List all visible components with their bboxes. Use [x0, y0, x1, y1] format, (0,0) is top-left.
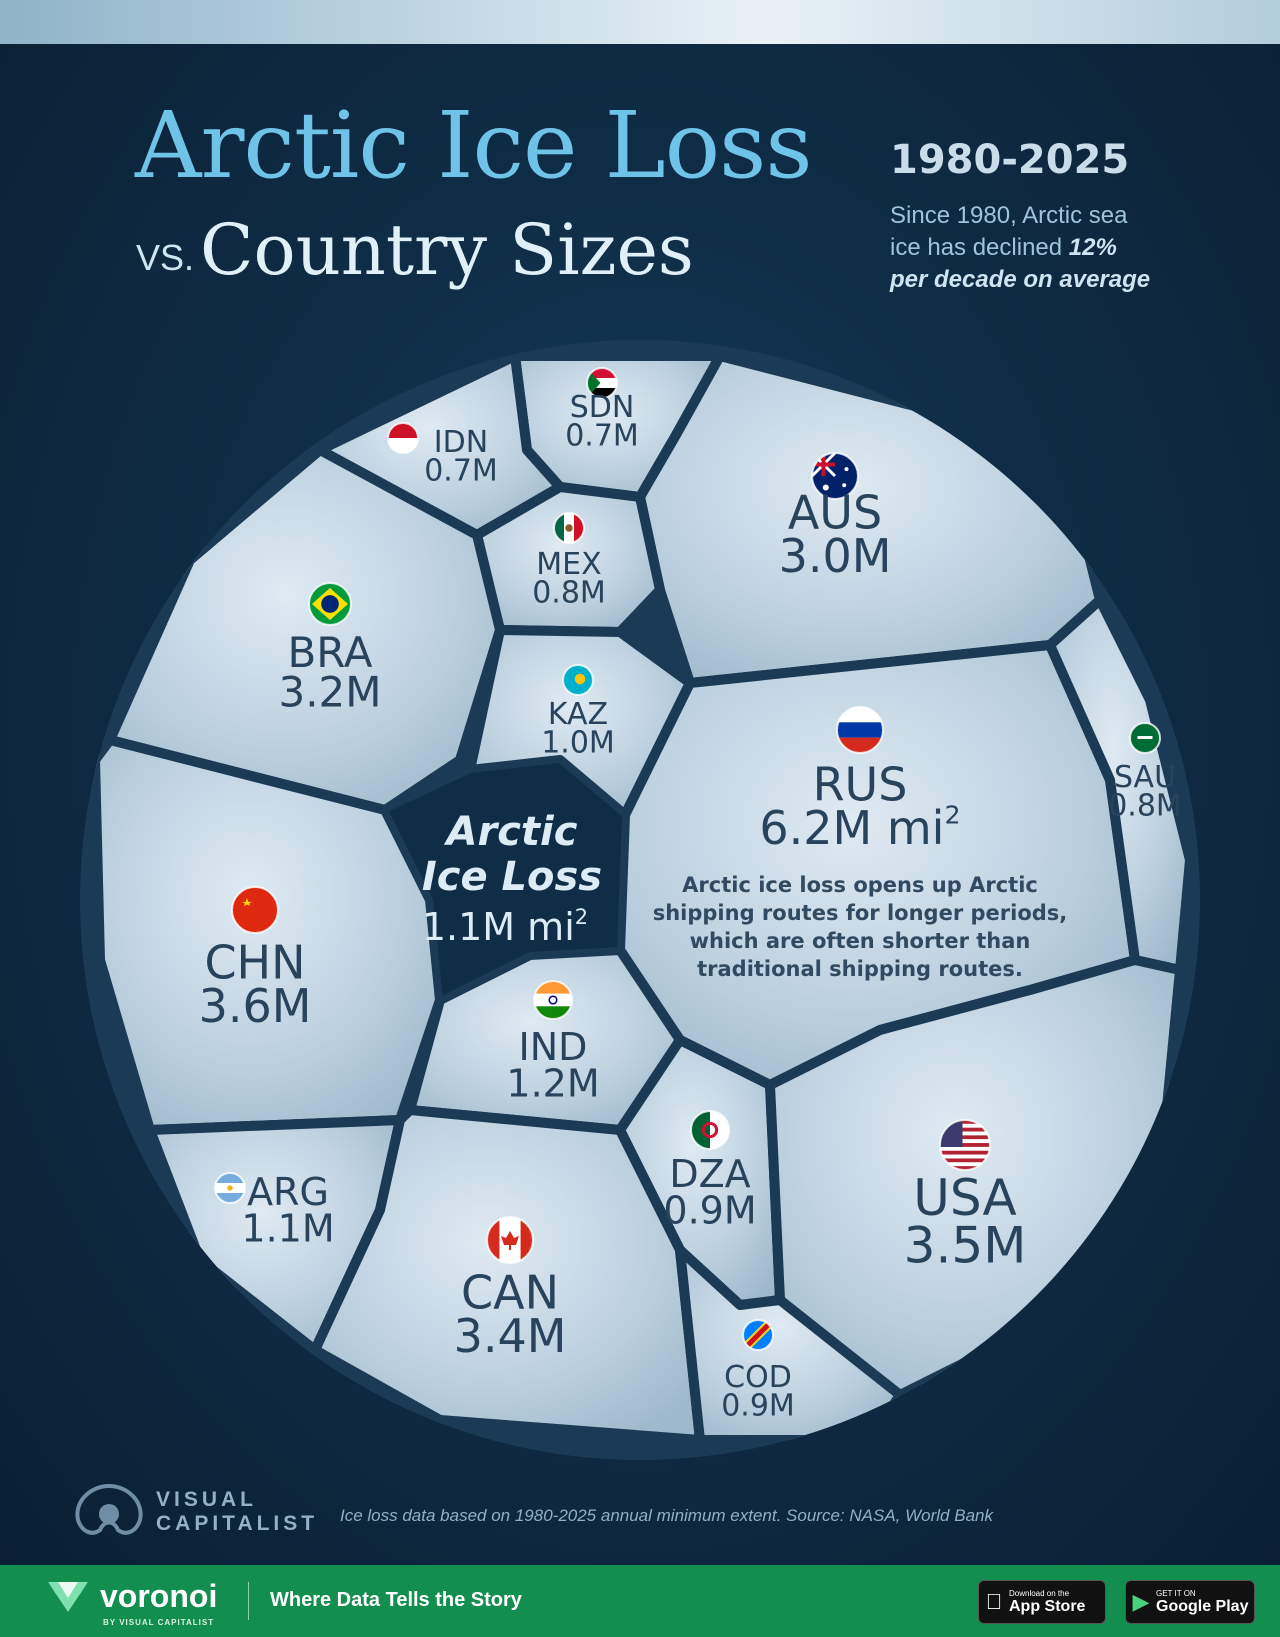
apple-icon:  — [979, 1589, 1009, 1615]
usa-flag — [939, 1119, 991, 1171]
page-subtitle: Country Sizes — [200, 209, 694, 291]
cell-code-cod: COD — [724, 1360, 792, 1395]
summary-text: Since 1980, Arctic sea ice has declined … — [890, 202, 1151, 293]
cell-value-aus: 3.0M — [779, 529, 892, 583]
voronoi-brand[interactable]: voronoi — [46, 1578, 217, 1614]
brand-byline: BY VISUAL CAPITALIST — [103, 1618, 215, 1627]
rus-annotation-line: Arctic ice loss opens up Arctic — [682, 873, 1038, 897]
canada-flag — [486, 1216, 534, 1264]
visual-capitalist-wordmark: VISUAL CAPITALIST — [156, 1488, 319, 1535]
cell-value-mex: 0.8M — [532, 576, 606, 611]
year-range: 1980-2025 — [890, 137, 1130, 183]
indonesia-flag — [387, 422, 419, 454]
saudi-arabia-flag — [1129, 722, 1161, 754]
tagline: Where Data Tells the Story — [270, 1589, 522, 1611]
cell-sau — [1045, 595, 1195, 975]
argentina-flag — [214, 1172, 246, 1204]
cell-code-idn: IDN — [434, 425, 488, 460]
cell-cod — [675, 1245, 905, 1445]
center-value: 1.1M mi2 — [422, 905, 588, 949]
sudan-flag — [586, 367, 618, 399]
cell-value-rus: 6.2M mi2 — [759, 800, 960, 855]
visual-capitalist-logo — [70, 1480, 148, 1540]
cell-value-arg: 1.1M — [241, 1206, 334, 1250]
cell-code-usa: USA — [913, 1169, 1016, 1227]
cell-code-rus: RUS — [813, 757, 908, 811]
cell-value-sau: 0.8M — [1108, 789, 1182, 824]
cell-value-usa: 3.5M — [904, 1217, 1027, 1275]
india-flag — [533, 980, 573, 1020]
china-flag — [231, 886, 279, 934]
cell-value-cod: 0.9M — [721, 1389, 795, 1424]
cell-value-kaz: 1.0M — [541, 726, 615, 761]
source-note: Ice loss data based on 1980-2025 annual … — [340, 1506, 993, 1525]
play-icon: ▶ — [1132, 1589, 1150, 1614]
divider — [248, 1582, 249, 1620]
voronoi-wordmark: voronoi — [100, 1578, 218, 1614]
brazil-flag — [308, 582, 352, 626]
cell-value-idn: 0.7M — [424, 454, 498, 489]
cell-value-sdn: 0.7M — [565, 419, 639, 454]
cell-value-ind: 1.2M — [506, 1061, 599, 1105]
cell-code-sdn: SDN — [570, 390, 635, 425]
cell-code-can: CAN — [461, 1265, 559, 1319]
cell-arctic-ice-loss — [380, 756, 629, 1005]
cell-value-chn: 3.6M — [199, 979, 312, 1033]
kazakhstan-flag — [562, 664, 594, 696]
center-label-line2: Ice Loss — [422, 854, 602, 900]
cell-code-aus: AUS — [788, 485, 882, 539]
voronoi-logo-icon — [48, 1582, 88, 1612]
cell-code-mex: MEX — [536, 547, 601, 582]
mexico-flag — [553, 512, 585, 544]
rus-annotation-line: shipping routes for longer periods, — [653, 901, 1068, 925]
google-play-button[interactable]: ▶ GET IT ON Google Play — [1125, 1580, 1255, 1624]
cell-value-dza: 0.9M — [663, 1188, 756, 1232]
cell-code-arg: ARG — [247, 1170, 329, 1214]
top-ice-strip — [0, 0, 1280, 44]
russia-flag — [836, 706, 884, 754]
rus-annotation-line: traditional shipping routes. — [697, 957, 1023, 981]
page-title: Arctic Ice Loss — [135, 92, 813, 199]
vs-label: VS. — [136, 237, 195, 278]
cell-value-can: 3.4M — [454, 1309, 567, 1363]
rus-annotation-line: which are often shorter than — [690, 929, 1031, 953]
cell-code-sau: SAU — [1114, 760, 1176, 795]
cell-value-bra: 3.2M — [278, 668, 381, 717]
cell-code-chn: CHN — [204, 935, 305, 989]
center-label-line1: Arctic — [444, 809, 578, 855]
cell-code-ind: IND — [519, 1025, 588, 1069]
dr-congo-flag — [742, 1319, 774, 1351]
cell-code-bra: BRA — [287, 628, 372, 677]
cell-code-dza: DZA — [669, 1152, 750, 1196]
algeria-flag — [690, 1110, 730, 1150]
cell-code-kaz: KAZ — [548, 697, 608, 732]
